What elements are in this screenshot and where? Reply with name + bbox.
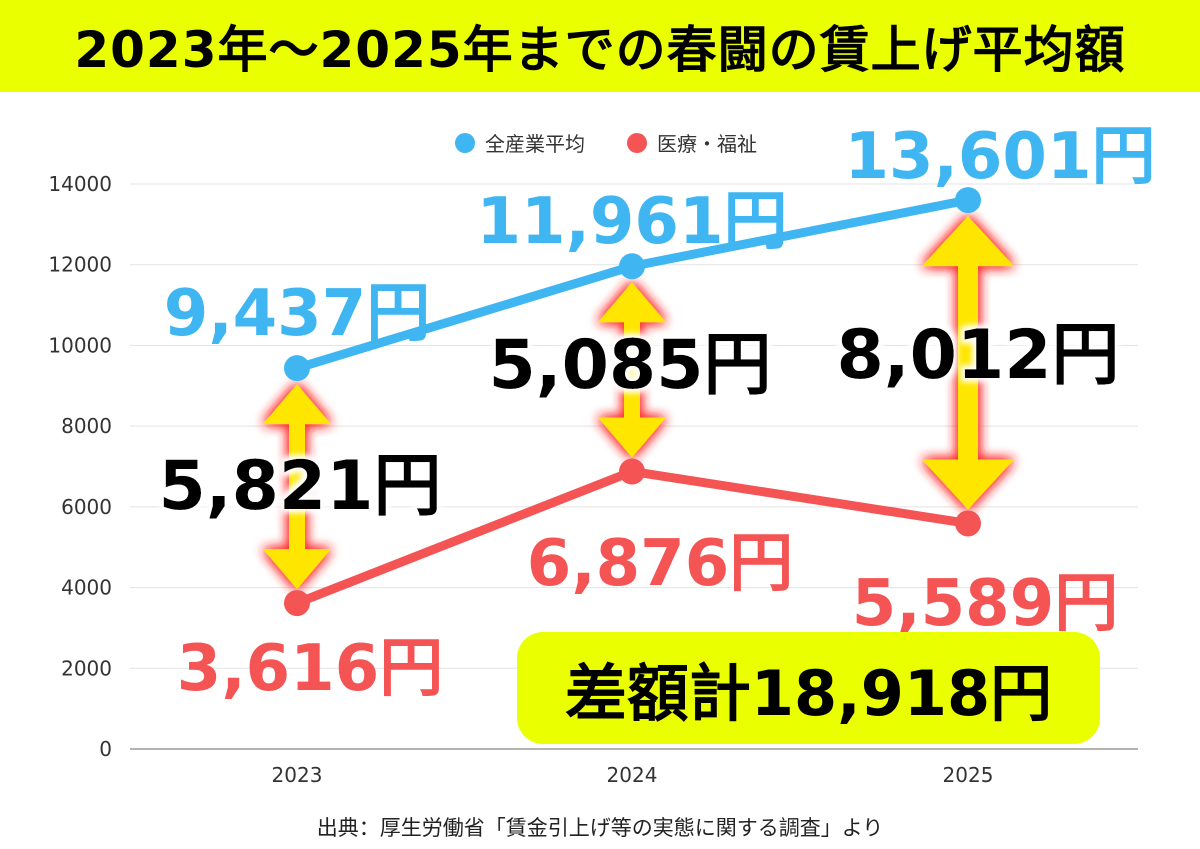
y-tick-label: 0 bbox=[99, 737, 112, 761]
y-tick-label: 6000 bbox=[61, 495, 112, 519]
y-tick-label: 2000 bbox=[61, 656, 112, 680]
data-point-medical bbox=[955, 510, 981, 537]
y-tick-label: 10000 bbox=[48, 333, 112, 357]
total-difference-text: 差額計18,918円 bbox=[564, 657, 1053, 730]
data-point-all bbox=[284, 355, 310, 382]
total-difference-badge: 差額計18,918円 bbox=[517, 632, 1100, 744]
legend-item-all: 全産業平均 bbox=[455, 128, 585, 157]
y-tick-label: 14000 bbox=[48, 172, 112, 196]
title-bar: 2023年〜2025年までの春闘の賃上げ平均額 bbox=[0, 0, 1200, 92]
difference-label: 5,085円 bbox=[488, 326, 771, 405]
x-tick-label: 2025 bbox=[943, 763, 994, 787]
legend-marker-all bbox=[455, 132, 475, 153]
difference-arrow bbox=[922, 216, 1014, 510]
difference-arrow bbox=[263, 384, 331, 590]
value-label-medical: 5,589円 bbox=[852, 567, 1118, 641]
y-tick-label: 8000 bbox=[61, 414, 112, 438]
x-tick-label: 2023 bbox=[272, 763, 323, 787]
data-point-medical bbox=[284, 590, 310, 617]
data-point-all bbox=[955, 187, 981, 214]
difference-arrow bbox=[598, 282, 666, 458]
legend-label-all: 全産業平均 bbox=[485, 132, 585, 156]
y-tick-label: 12000 bbox=[48, 253, 112, 277]
value-label-all: 9,437円 bbox=[164, 277, 430, 351]
source-note: 出典：厚生労働省「賃金引上げ等の実態に関する調査」より bbox=[316, 816, 884, 840]
legend: 全産業平均 医療・福祉 bbox=[455, 128, 757, 157]
value-label-medical: 3,616円 bbox=[177, 632, 443, 706]
value-label-all: 13,601円 bbox=[845, 120, 1156, 194]
difference-label: 5,821円 bbox=[158, 447, 441, 526]
y-tick-label: 4000 bbox=[61, 576, 112, 600]
difference-label: 8,012円 bbox=[836, 316, 1119, 395]
value-label-medical: 6,876円 bbox=[527, 527, 793, 601]
legend-item-medical: 医療・福祉 bbox=[627, 128, 757, 157]
legend-marker-medical bbox=[627, 132, 647, 153]
data-point-all bbox=[619, 253, 645, 280]
x-tick-label: 2024 bbox=[607, 763, 658, 787]
page-title: 2023年〜2025年までの春闘の賃上げ平均額 bbox=[74, 21, 1126, 79]
value-label-all: 11,961円 bbox=[477, 185, 788, 259]
legend-label-medical: 医療・福祉 bbox=[657, 132, 757, 156]
data-point-medical bbox=[619, 458, 645, 485]
